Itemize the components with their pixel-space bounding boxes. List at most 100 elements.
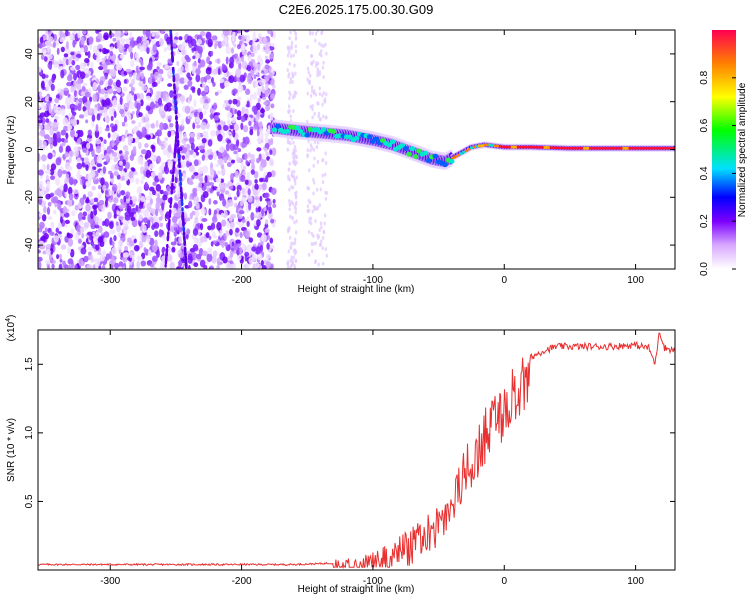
heatmap-cell — [137, 121, 142, 128]
heatmap-cell — [164, 263, 167, 268]
heatmap-cell — [412, 154, 419, 159]
heatmap-cell — [90, 198, 95, 204]
heatmap-cell — [316, 30, 320, 33]
heatmap-cell — [111, 33, 115, 37]
heatmap-cell — [219, 195, 225, 201]
heatmap-cell — [318, 92, 322, 97]
heatmap-cell — [127, 135, 134, 144]
heatmap-cell — [92, 236, 99, 243]
heatmap-cell — [197, 87, 201, 96]
heatmap-cell — [230, 47, 235, 54]
heatmap-cell — [45, 248, 51, 256]
heatmap-cell — [237, 214, 243, 219]
heatmap-cell — [315, 145, 319, 150]
colorbar-ticks: 0.0 0.2 0.4 0.6 0.8 — [699, 70, 736, 276]
heatmap-cell — [290, 255, 293, 260]
heatmap-cell — [635, 147, 639, 150]
heatmap-cell — [151, 255, 158, 263]
heatmap-cell — [288, 90, 291, 95]
heatmap-cell — [38, 261, 42, 269]
heatmap-cell — [149, 163, 155, 170]
heatmap-cell — [153, 104, 160, 109]
heatmap-cell — [118, 261, 124, 268]
heatmap-cell — [113, 156, 119, 163]
heatmap-cell — [139, 99, 144, 107]
heatmap-cell — [245, 230, 250, 240]
heatmap-cell — [307, 229, 311, 234]
heatmap-cell — [651, 147, 655, 150]
heatmap-cell — [321, 93, 324, 98]
heatmap-cell — [162, 122, 169, 131]
heatmap-cell — [294, 206, 298, 211]
heatmap-cell — [264, 228, 271, 233]
heatmap-cell — [181, 214, 185, 220]
heatmap-cell — [425, 158, 432, 163]
heatmap-cell — [143, 247, 147, 253]
heatmap-cell — [240, 161, 244, 171]
heatmap-cell — [246, 221, 250, 227]
heatmap-cell — [260, 58, 264, 67]
heatmap-cell — [538, 146, 542, 149]
heatmap-cell — [145, 169, 151, 178]
heatmap-cell — [325, 51, 328, 56]
heatmap-cell — [264, 192, 270, 199]
heatmap-cell — [46, 265, 51, 269]
heatmap-cell — [162, 90, 167, 96]
heatmap-cell — [138, 58, 142, 64]
heatmap-cell — [213, 102, 217, 111]
heatmap-cell — [43, 205, 47, 214]
heatmap-cell — [244, 187, 248, 196]
heatmap-cell — [67, 165, 73, 172]
heatmap-cell — [103, 139, 107, 145]
heatmap-cell — [178, 36, 183, 41]
heatmap-cell — [52, 121, 59, 128]
heatmap-cell — [266, 156, 271, 161]
heatmap-cell — [288, 108, 291, 113]
heatmap-cell — [318, 203, 321, 208]
heatmap-cell — [244, 179, 249, 185]
heatmap-cell — [75, 224, 82, 232]
heatmap-cell — [204, 151, 209, 157]
heatmap-cell — [104, 153, 110, 161]
heatmap-cell — [310, 221, 313, 226]
heatmap-cell — [45, 30, 49, 37]
heatmap-cell — [99, 253, 105, 262]
heatmap-cell — [163, 30, 170, 33]
heatmap-cell — [98, 199, 105, 206]
heatmap-cell — [107, 211, 112, 220]
heatmap-cell — [311, 104, 314, 109]
heatmap-cell — [140, 195, 145, 203]
heatmap-cell — [140, 72, 145, 80]
heatmap-cell — [72, 118, 77, 127]
heatmap-cell — [44, 96, 50, 102]
heatmap-cell — [310, 85, 314, 90]
heatmap-cell — [80, 247, 87, 255]
heatmap-cell — [115, 79, 121, 88]
heatmap-cell — [131, 111, 135, 115]
heatmap-cell — [58, 263, 63, 269]
heatmap-cell — [174, 87, 178, 96]
heatmap-cell — [181, 118, 185, 127]
heatmap-cell — [187, 76, 193, 81]
heatmap-cell — [270, 137, 274, 146]
heatmap-cell — [322, 90, 326, 95]
heatmap-cell — [99, 241, 105, 248]
heatmap-cell — [290, 40, 294, 45]
heatmap-cell — [38, 249, 41, 254]
heatmap-cell — [286, 147, 290, 152]
heatmap-cell — [55, 227, 60, 233]
heatmap-cell — [269, 93, 276, 99]
heatmap-cell — [325, 253, 329, 258]
heatmap-cell — [192, 152, 197, 159]
heatmap-cell — [311, 31, 314, 36]
heatmap-cell — [321, 246, 324, 251]
heatmap-cell — [57, 189, 63, 198]
heatmap-cell — [129, 211, 134, 218]
heatmap-cell — [117, 231, 122, 238]
heatmap-cell — [289, 80, 292, 85]
heatmap-cell — [131, 86, 136, 92]
snr-panel: -300 -200 -100 0 100 0.5 1.0 1.5 Height of str… — [5, 315, 676, 595]
heatmap-cell — [309, 148, 312, 153]
heatmap-cell — [164, 104, 169, 112]
